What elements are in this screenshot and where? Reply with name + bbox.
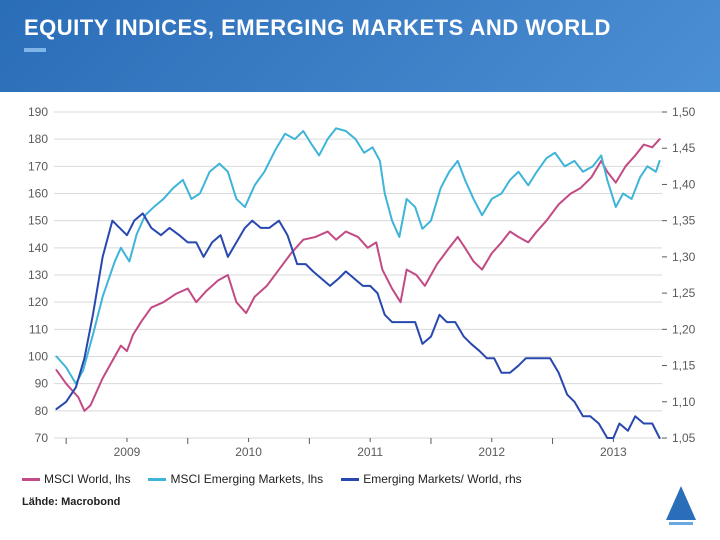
y-left-tick-label: 110 <box>29 322 48 336</box>
y-right-tick-label: 1,05 <box>672 431 696 445</box>
y-right-tick-label: 1,50 <box>672 106 696 119</box>
y-right-tick-label: 1,10 <box>672 395 696 409</box>
y-left-tick-label: 160 <box>28 187 48 201</box>
y-right-tick-label: 1,30 <box>672 250 696 264</box>
chart-svg: 70 80 90 100 110 120 130 140 150 160 170 180 190 1,05… <box>10 106 710 466</box>
legend-item: Emerging Markets/ World, rhs <box>341 472 522 486</box>
y-right-tick-label: 1,20 <box>672 322 696 336</box>
x-tick-label: 2010 <box>235 445 262 459</box>
legend-swatch <box>148 478 166 481</box>
y-left-tick-label: 130 <box>28 268 48 282</box>
header-banner: EQUITY INDICES, EMERGING MARKETS AND WOR… <box>0 0 720 92</box>
legend-label: MSCI Emerging Markets, lhs <box>170 472 323 486</box>
y-right-tick-label: 1,45 <box>672 141 696 155</box>
legend-swatch <box>341 478 359 481</box>
y-left-tick-label: 180 <box>28 132 48 146</box>
y-left-tick-label: 170 <box>28 159 48 173</box>
y-left-tick-label: 140 <box>28 241 48 255</box>
line-chart: 70 80 90 100 110 120 130 140 150 160 170 180 190 1,05… <box>10 106 710 466</box>
y-right-tick-label: 1,40 <box>672 177 696 191</box>
x-tick-label: 2011 <box>357 445 383 459</box>
y-right-tick-label: 1,35 <box>672 214 696 228</box>
y-left-tick-label: 100 <box>28 350 48 364</box>
legend-label: Emerging Markets/ World, rhs <box>363 472 522 486</box>
page-title: EQUITY INDICES, EMERGING MARKETS AND WOR… <box>24 14 696 42</box>
legend: MSCI World, lhs MSCI Emerging Markets, lh… <box>0 466 720 486</box>
legend-swatch <box>22 478 40 481</box>
y-left-tick-label: 120 <box>28 295 48 309</box>
x-tick-label: 2013 <box>600 445 627 459</box>
y-left-tick-label: 190 <box>28 106 48 119</box>
y-left-tick-label: 70 <box>35 431 49 445</box>
y-left-tick-label: 80 <box>35 404 49 418</box>
title-underline <box>24 48 46 52</box>
x-tick-label: 2012 <box>478 445 505 459</box>
y-right-tick-label: 1,25 <box>672 286 696 300</box>
x-tick-label: 2009 <box>114 445 141 459</box>
brand-logo <box>666 486 696 526</box>
source-note: Lähde: Macrobond <box>0 486 720 508</box>
legend-item: MSCI Emerging Markets, lhs <box>148 472 323 486</box>
legend-item: MSCI World, lhs <box>22 472 130 486</box>
legend-label: MSCI World, lhs <box>44 472 130 486</box>
y-right-tick-label: 1,15 <box>672 359 696 373</box>
y-left-tick-label: 90 <box>35 377 49 391</box>
y-left-tick-label: 150 <box>28 214 48 228</box>
